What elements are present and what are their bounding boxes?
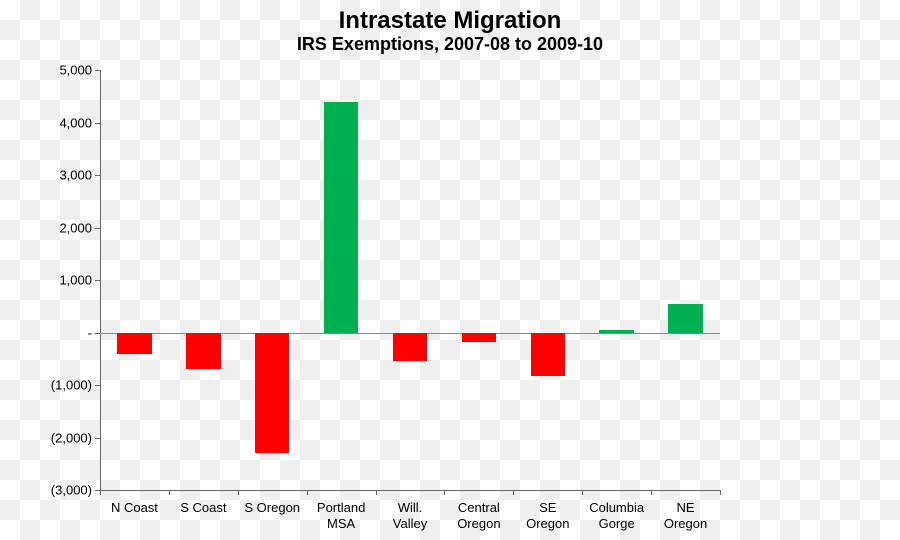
x-tick-mark [307,490,308,495]
x-tick-label: NE Oregon [664,500,707,531]
y-tick-label: 4,000 [59,115,92,130]
x-tick-label: Will. Valley [393,500,427,531]
y-tick-mark [95,70,100,71]
y-tick-mark [95,333,100,334]
x-tick-label: SE Oregon [526,500,569,531]
x-tick-mark [238,490,239,495]
x-tick-label: S Oregon [244,500,300,516]
y-tick-mark [95,123,100,124]
y-tick-label: (2,000) [51,430,92,445]
bar [186,333,220,370]
x-tick-label: Columbia Gorge [589,500,644,531]
y-tick-label: (3,000) [51,483,92,498]
y-tick-label: (1,000) [51,378,92,393]
chart-title: Intrastate Migration [0,8,900,34]
x-tick-mark [651,490,652,495]
bar [324,102,358,333]
y-tick-mark [95,385,100,386]
chart-titles: Intrastate Migration IRS Exemptions, 200… [0,8,900,56]
bar [531,333,565,376]
y-axis-line [100,70,101,490]
y-tick-label: 3,000 [59,168,92,183]
bar [255,333,289,454]
y-tick-label: 1,000 [59,273,92,288]
bar [668,304,702,333]
plot-area: (3,000)(2,000)(1,000)-1,0002,0003,0004,0… [100,70,720,490]
bar [462,333,496,342]
y-tick-mark [95,438,100,439]
chart-subtitle: IRS Exemptions, 2007-08 to 2009-10 [0,34,900,56]
x-tick-mark [169,490,170,495]
y-tick-label: 2,000 [59,220,92,235]
bar [393,333,427,362]
x-tick-mark [444,490,445,495]
y-tick-label: 5,000 [59,63,92,78]
x-tick-label: N Coast [111,500,158,516]
x-tick-mark [376,490,377,495]
x-tick-mark [582,490,583,495]
bar [599,330,633,333]
x-tick-mark [513,490,514,495]
x-tick-label: Central Oregon [457,500,500,531]
y-tick-label: - [88,325,92,340]
y-tick-mark [95,228,100,229]
x-tick-mark [720,490,721,495]
bar [117,333,151,354]
x-tick-mark [100,490,101,495]
x-tick-label: Portland MSA [317,500,365,531]
x-axis-line [100,490,720,491]
y-tick-mark [95,280,100,281]
y-tick-mark [95,175,100,176]
x-tick-label: S Coast [180,500,226,516]
